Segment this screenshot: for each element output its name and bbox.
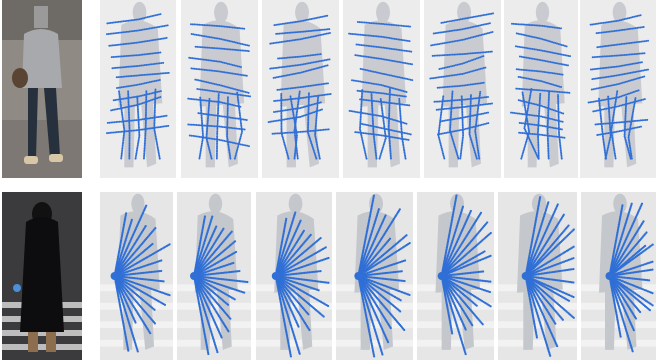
trajectory-points xyxy=(429,12,495,160)
row-coat-person xyxy=(0,192,658,360)
pedestrian-gray-hoodie-photo-icon xyxy=(2,0,82,178)
panel-10 xyxy=(256,192,332,360)
trajectory-points xyxy=(110,204,171,353)
panel-9 xyxy=(177,192,251,360)
crosswalk-stripe xyxy=(498,302,577,310)
row-hoodie-person xyxy=(0,0,658,178)
trajectory-points xyxy=(271,211,330,358)
trajectory-points xyxy=(605,202,654,353)
trajectory-points xyxy=(267,14,332,160)
crosswalk-stripe xyxy=(581,339,656,347)
panel-2 xyxy=(181,0,258,178)
panel-13 xyxy=(498,192,577,360)
trajectory-points xyxy=(587,14,650,160)
trajectory-points xyxy=(105,13,170,160)
crosswalk-stripe xyxy=(256,339,332,347)
trajectory-points xyxy=(354,194,411,358)
panel-1 xyxy=(100,0,176,178)
panel-12 xyxy=(417,192,494,360)
crosswalk-stripe xyxy=(417,339,494,347)
photo-coat-person xyxy=(2,192,82,360)
crosswalk-stripe xyxy=(100,339,173,347)
panel-4 xyxy=(343,0,420,178)
crosswalk-stripe xyxy=(256,321,332,329)
trajectory-points xyxy=(190,215,249,356)
trajectory-points xyxy=(521,196,575,357)
crosswalk-stripe xyxy=(336,339,413,347)
panel-14 xyxy=(581,192,656,360)
panel-7 xyxy=(580,0,656,178)
trajectory-points xyxy=(510,22,572,160)
panel-3 xyxy=(262,0,339,178)
panel-5 xyxy=(424,0,501,178)
photo-hoodie-person xyxy=(2,0,82,178)
crosswalk-stripe xyxy=(100,321,173,329)
panel-6 xyxy=(504,0,578,178)
trajectory-points xyxy=(187,23,252,160)
trajectory-points xyxy=(348,20,414,160)
crosswalk-stripe xyxy=(177,321,251,329)
trajectory-points xyxy=(437,194,492,356)
crosswalk-stripe xyxy=(498,339,577,347)
crosswalk-stripe xyxy=(498,321,577,329)
panel-11 xyxy=(336,192,413,360)
crosswalk-stripe xyxy=(100,302,173,310)
panel-8 xyxy=(100,192,173,360)
crosswalk-stripe xyxy=(336,302,413,310)
crosswalk-stripe xyxy=(417,321,494,329)
crosswalk-stripe xyxy=(336,321,413,329)
pedestrian-black-coat-photo-icon xyxy=(2,192,82,360)
